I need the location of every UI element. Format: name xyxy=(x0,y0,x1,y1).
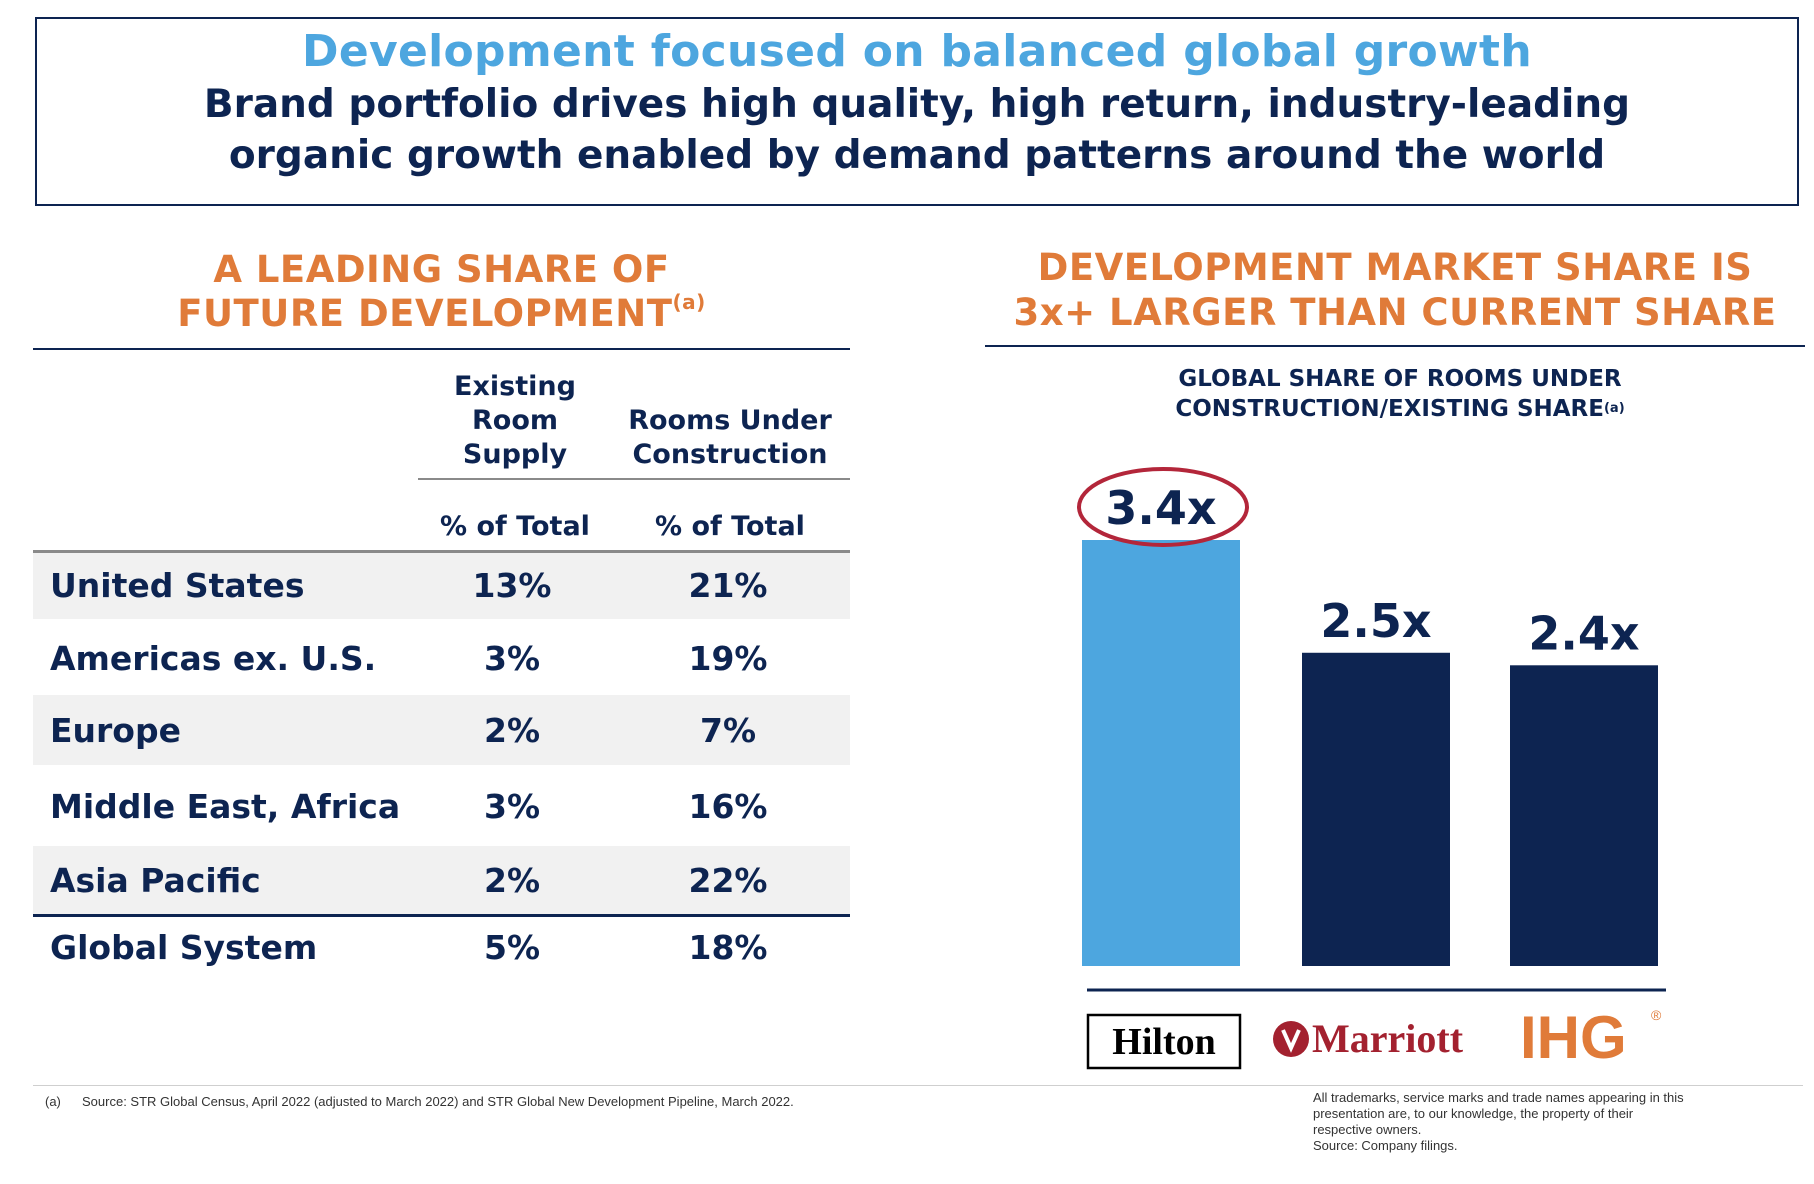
footnote-marker-a: (a) xyxy=(45,1094,61,1109)
trademark-line-2: presentation are, to our knowledge, the … xyxy=(1313,1106,1634,1121)
col-header-construction-line-2: Construction xyxy=(632,439,828,470)
hilton-logo-frame xyxy=(1086,1013,1242,1070)
table-cell-construction: 22% xyxy=(688,861,768,900)
left-section-rule xyxy=(33,348,850,350)
chart-title: GLOBAL SHARE OF ROOMS UNDER CONSTRUCTION… xyxy=(1100,364,1700,424)
table-cell-construction: 16% xyxy=(688,787,768,826)
col-unit-existing: % of Total xyxy=(440,511,590,542)
chart-title-line-1: GLOBAL SHARE OF ROOMS UNDER xyxy=(1178,366,1622,392)
bar-label-ihg: 2.4x xyxy=(1528,606,1639,660)
table-row-label: Asia Pacific xyxy=(50,861,261,900)
table-cell-construction: 19% xyxy=(688,639,768,678)
header-box xyxy=(35,17,1799,206)
col-unit-construction: % of Total xyxy=(655,511,805,542)
table-header-rule xyxy=(33,550,850,553)
table-row-label: Middle East, Africa xyxy=(50,787,401,826)
table-cell-existing: 3% xyxy=(483,639,541,678)
col-header-existing-line-1: Existing xyxy=(454,371,576,402)
table-row-label: United States xyxy=(50,566,305,605)
page-title: Development focused on balanced global g… xyxy=(302,26,1532,77)
table-cell-existing: 2% xyxy=(483,861,541,900)
page-subtitle-line-1: Brand portfolio drives high quality, hig… xyxy=(203,82,1631,127)
table-row-bg xyxy=(33,695,850,765)
right-section-rule xyxy=(985,345,1805,347)
table-row-bg xyxy=(33,846,850,914)
table-cell-construction: 21% xyxy=(688,566,768,605)
col-header-existing-supply: Existing Room Supply xyxy=(420,370,610,472)
marriott-logo: Marriott xyxy=(1273,1016,1464,1061)
marriott-logo-text: Marriott xyxy=(1312,1016,1464,1061)
table-row-bg xyxy=(33,553,850,619)
table-row-label: Europe xyxy=(50,711,181,750)
col-header-construction-line-1: Rooms Under xyxy=(628,405,832,436)
ihg-registered-mark: ® xyxy=(1651,1007,1662,1023)
table-row-label: Americas ex. U.S. xyxy=(50,639,377,678)
bar-label-hilton: 3.4x xyxy=(1105,481,1216,535)
col-header-existing-line-3: Supply xyxy=(462,439,568,470)
bar-marriott xyxy=(1302,652,1450,966)
trademark-line-1: All trademarks, service marks and trade … xyxy=(1313,1090,1684,1105)
footnote-marker: (a) xyxy=(672,290,706,314)
footer-divider xyxy=(33,1085,1803,1086)
col-header-existing-line-2: Room xyxy=(471,405,559,436)
table-cell-existing: 13% xyxy=(472,566,552,605)
bar-ihg xyxy=(1510,665,1658,966)
table-cell-existing-total: 5% xyxy=(483,928,541,967)
highlight-ring xyxy=(1077,467,1249,547)
footnote-source: Source: STR Global Census, April 2022 (a… xyxy=(82,1094,794,1109)
trademark-disclaimer: All trademarks, service marks and trade … xyxy=(1313,1090,1684,1154)
bar-label-marriott: 2.5x xyxy=(1320,594,1431,648)
bar-hilton xyxy=(1082,540,1240,966)
table-cell-existing: 3% xyxy=(483,787,541,826)
total-row-rule xyxy=(33,914,850,917)
right-section-title-line-1: DEVELOPMENT MARKET SHARE IS xyxy=(1037,246,1753,289)
col-header-under-construction: Rooms Under Construction xyxy=(620,404,840,472)
left-section-title-line-1: A LEADING SHARE OF xyxy=(213,248,670,291)
ihg-logo-text: IHG xyxy=(1520,1004,1627,1071)
table-cell-existing: 2% xyxy=(483,711,541,750)
right-section-title-line-2: 3x+ LARGER THAN CURRENT SHARE xyxy=(1013,291,1777,334)
left-section-title-text: FUTURE DEVELOPMENT xyxy=(177,292,673,335)
hilton-logo: Hilton xyxy=(1086,1013,1242,1070)
marriott-logo-icon xyxy=(1273,1021,1309,1057)
trademark-line-3: respective owners. xyxy=(1313,1122,1422,1137)
table-cell-construction-total: 18% xyxy=(688,928,768,967)
hilton-logo-text: Hilton xyxy=(1112,1021,1215,1063)
chart-title-line-2-text: CONSTRUCTION/EXISTING SHARE xyxy=(1175,396,1604,422)
left-section-title-line-2: FUTURE DEVELOPMENT(a) xyxy=(33,290,850,335)
chart-title-line-2: CONSTRUCTION/EXISTING SHARE(a) xyxy=(1100,394,1700,424)
page-subtitle-line-2: organic growth enabled by demand pattern… xyxy=(228,133,1606,178)
ihg-logo: IHG ® xyxy=(1520,1004,1662,1071)
chart-title-footnote-marker: (a) xyxy=(1603,401,1625,416)
col-header-rule xyxy=(418,478,850,480)
company-source: Source: Company filings. xyxy=(1313,1138,1458,1153)
table-row-label-total: Global System xyxy=(50,928,318,967)
table-cell-construction: 7% xyxy=(699,711,757,750)
